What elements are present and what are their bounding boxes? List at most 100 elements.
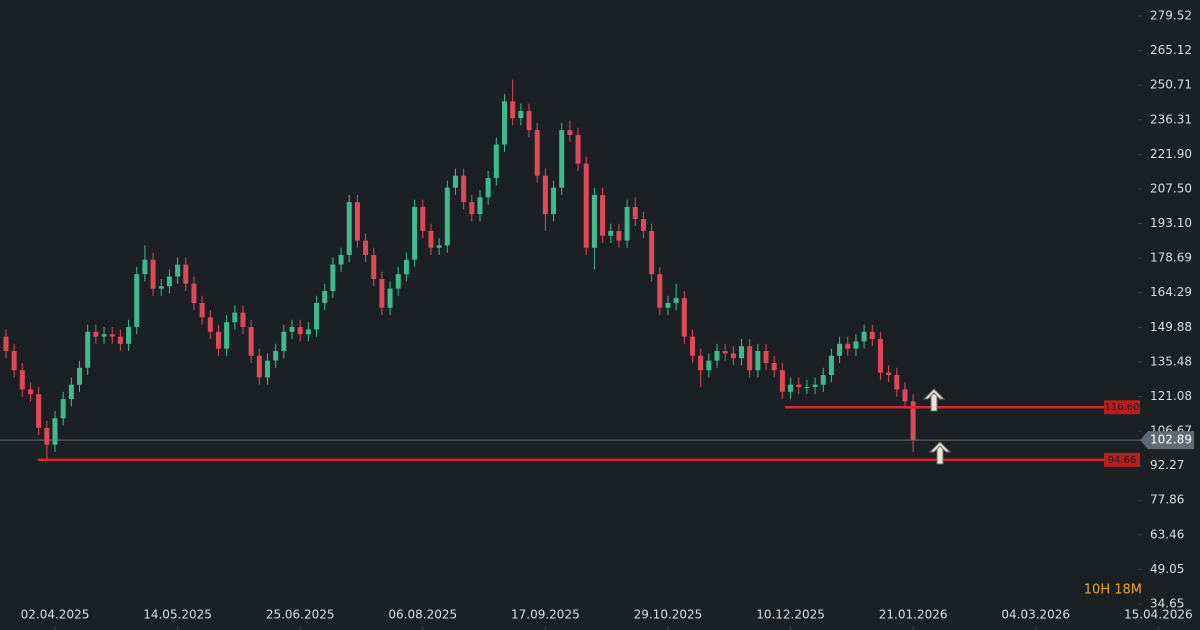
candle-body	[199, 302, 205, 318]
candle-body	[575, 134, 581, 164]
candle-body	[403, 259, 409, 275]
candle-body	[264, 360, 270, 378]
candle-body	[722, 351, 728, 354]
candle-body	[747, 346, 753, 371]
x-tick-label: 10.12.2025	[756, 608, 825, 622]
candle-body	[567, 130, 573, 135]
candle-body	[714, 351, 720, 361]
candle-body	[346, 202, 352, 255]
candle-body	[542, 175, 548, 215]
arrow-upper	[922, 388, 946, 412]
level-label: 94.66	[1108, 455, 1137, 466]
candle-body	[289, 327, 295, 332]
candle-body	[493, 144, 499, 179]
candle-body	[314, 302, 320, 330]
candle-body	[101, 334, 107, 337]
x-tick-label: 25.06.2025	[266, 608, 335, 622]
candle-body	[19, 370, 25, 390]
y-tick-label: 135.48	[1150, 354, 1192, 368]
candle-body	[886, 372, 892, 376]
candle-body	[215, 331, 221, 349]
candle-body	[673, 298, 679, 303]
candle-body	[256, 355, 262, 378]
candle-body	[739, 346, 745, 359]
arrow-lower	[928, 441, 952, 465]
candle-body	[166, 276, 172, 287]
candle-body	[85, 331, 91, 368]
y-tick-label: 221.90	[1150, 147, 1192, 161]
last-price-badge	[1140, 431, 1194, 450]
y-tick-label: 279.52	[1150, 8, 1192, 22]
candle-body	[894, 375, 900, 390]
x-tick-label: 14.05.2025	[143, 608, 212, 622]
candle-body	[902, 389, 908, 402]
candle-body	[518, 110, 524, 119]
candle-body	[706, 360, 712, 371]
candle-body	[763, 351, 769, 364]
y-tick-label: 63.46	[1150, 527, 1184, 541]
candle-body	[175, 264, 181, 277]
candle-body	[330, 264, 336, 291]
candle-body	[11, 351, 17, 371]
candle-body	[387, 288, 393, 308]
candle-body	[853, 341, 859, 349]
candle-body	[420, 206, 426, 231]
candle-body	[681, 298, 687, 337]
candle-body	[77, 367, 83, 385]
y-tick-label: 77.86	[1150, 493, 1184, 507]
y-tick-label: 236.31	[1150, 112, 1192, 126]
y-tick-label: 34.65	[1150, 596, 1184, 610]
candle-body	[665, 302, 671, 308]
candle-body	[657, 274, 663, 308]
candle-body	[240, 312, 246, 328]
candle-body	[444, 187, 450, 246]
candle-body	[379, 278, 385, 308]
candle-body	[583, 163, 589, 248]
candle-body	[428, 230, 434, 248]
candle-body	[485, 178, 491, 198]
x-tick-label: 02.04.2025	[21, 608, 90, 622]
x-tick-label: 17.09.2025	[511, 608, 580, 622]
candle-body	[877, 339, 883, 373]
plot: 279.52 265.12 250.71 236.31 221.90 207.50 193.…	[0, 8, 1194, 630]
candle-body	[510, 101, 516, 119]
candle-body	[150, 259, 156, 289]
y-tick-label: 193.10	[1150, 216, 1192, 230]
candle-body	[207, 317, 213, 332]
candle-body	[273, 351, 279, 361]
candle-body	[117, 336, 123, 344]
candle-body	[845, 343, 851, 349]
candle-body	[559, 130, 565, 188]
y-tick-label: 207.50	[1150, 181, 1192, 195]
x-tick-label: 15.04.2026	[1124, 608, 1193, 622]
candle-body	[27, 389, 33, 395]
countdown: 10H 18M	[1084, 583, 1142, 598]
candle-body	[730, 353, 736, 359]
candle-body	[698, 355, 704, 371]
candle-body	[60, 399, 66, 419]
candle-body	[534, 130, 540, 176]
candle-body	[632, 206, 638, 219]
candle-body	[363, 240, 369, 255]
candle-body	[36, 394, 42, 428]
candle-body	[305, 329, 311, 335]
candle-body	[820, 375, 826, 385]
candle-body	[322, 290, 328, 303]
candle-body	[469, 202, 475, 215]
candle-body	[281, 331, 287, 352]
candle-body	[608, 230, 614, 236]
candle-body	[371, 254, 377, 279]
candle-body	[861, 331, 867, 342]
y-tick-label: 250.71	[1150, 78, 1192, 92]
y-tick-label: 49.05	[1150, 562, 1184, 576]
candle-body	[354, 202, 360, 241]
candle-body	[837, 343, 843, 356]
candle-body	[771, 363, 777, 371]
candle-body	[44, 427, 50, 445]
candle-body	[779, 370, 785, 392]
candle-body	[158, 286, 164, 289]
x-tick-label: 29.10.2025	[634, 608, 703, 622]
x-tick-label: 21.01.2026	[879, 608, 948, 622]
candle-body	[93, 331, 99, 337]
